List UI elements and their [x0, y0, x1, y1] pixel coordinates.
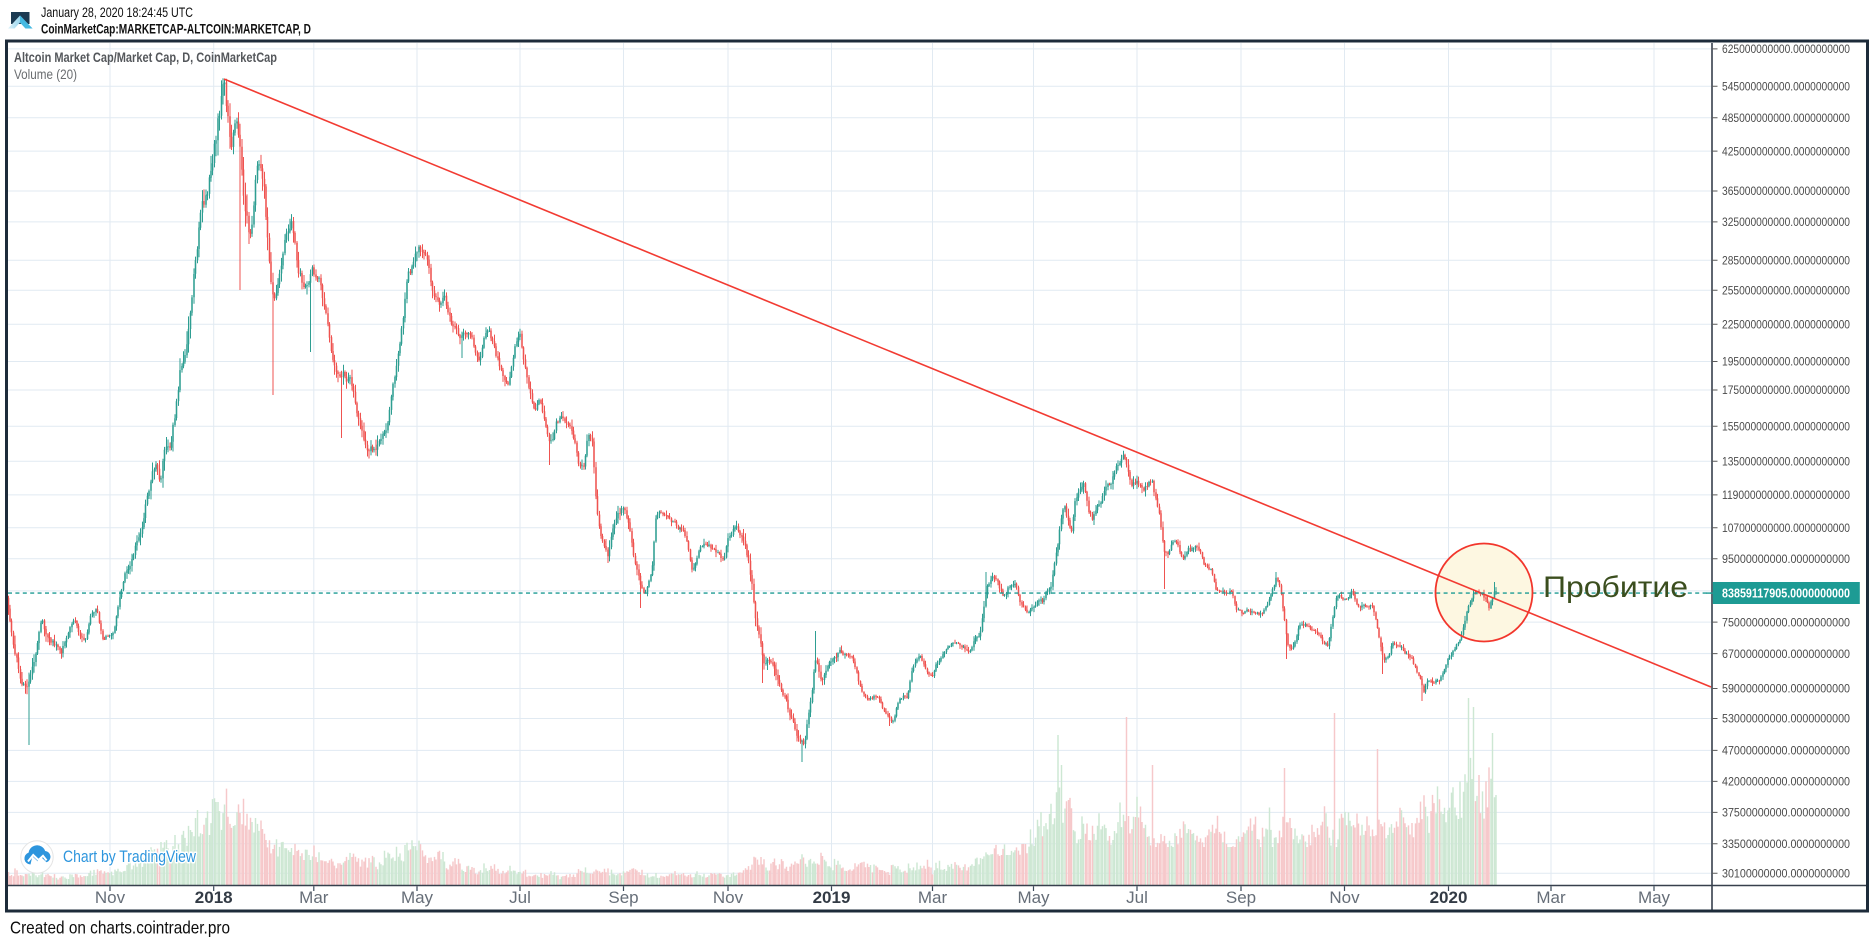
svg-text:2018: 2018	[195, 888, 233, 907]
svg-text:May: May	[1017, 888, 1050, 907]
svg-text:365000000000.0000000000: 365000000000.0000000000	[1722, 184, 1850, 198]
svg-text:Mar: Mar	[299, 888, 329, 907]
svg-text:2020: 2020	[1430, 888, 1468, 907]
svg-text:May: May	[401, 888, 434, 907]
svg-text:175000000000.0000000000: 175000000000.0000000000	[1722, 383, 1850, 397]
svg-text:53000000000.0000000000: 53000000000.0000000000	[1722, 712, 1850, 726]
svg-text:Created on charts.cointrader.p: Created on charts.cointrader.pro	[10, 918, 230, 938]
svg-text:37500000000.0000000000: 37500000000.0000000000	[1722, 806, 1850, 820]
svg-text:Altcoin Market Cap/Market Cap,: Altcoin Market Cap/Market Cap, D, CoinMa…	[14, 49, 277, 65]
svg-text:135000000000.0000000000: 135000000000.0000000000	[1722, 454, 1850, 468]
svg-text:545000000000.0000000000: 545000000000.0000000000	[1722, 80, 1850, 94]
svg-text:42000000000.0000000000: 42000000000.0000000000	[1722, 775, 1850, 789]
svg-text:33500000000.0000000000: 33500000000.0000000000	[1722, 837, 1850, 851]
svg-text:195000000000.0000000000: 195000000000.0000000000	[1722, 355, 1850, 369]
svg-text:67000000000.0000000000: 67000000000.0000000000	[1722, 647, 1850, 661]
svg-text:2019: 2019	[813, 888, 851, 907]
svg-text:Chart by TradingView: Chart by TradingView	[63, 848, 196, 866]
svg-text:Mar: Mar	[1536, 888, 1566, 907]
svg-text:Sep: Sep	[1226, 888, 1256, 907]
svg-text:May: May	[1638, 888, 1671, 907]
svg-text:285000000000.0000000000: 285000000000.0000000000	[1722, 254, 1850, 268]
svg-text:Nov: Nov	[1329, 888, 1360, 907]
svg-text:325000000000.0000000000: 325000000000.0000000000	[1722, 215, 1850, 229]
svg-text:Пробитие: Пробитие	[1543, 571, 1688, 604]
svg-text:Jul: Jul	[509, 888, 531, 907]
svg-text:83859117905.0000000000: 83859117905.0000000000	[1722, 587, 1850, 601]
svg-text:225000000000.0000000000: 225000000000.0000000000	[1722, 317, 1850, 331]
svg-text:Nov: Nov	[95, 888, 126, 907]
svg-text:Mar: Mar	[918, 888, 948, 907]
svg-text:107000000000.0000000000: 107000000000.0000000000	[1722, 521, 1850, 535]
svg-text:Jul: Jul	[1126, 888, 1148, 907]
svg-text:625000000000.0000000000: 625000000000.0000000000	[1722, 42, 1850, 56]
svg-text:59000000000.0000000000: 59000000000.0000000000	[1722, 682, 1850, 696]
svg-text:Volume (20): Volume (20)	[14, 66, 77, 82]
svg-text:47000000000.0000000000: 47000000000.0000000000	[1722, 744, 1850, 758]
svg-text:January 28, 2020 18:24:45 UTC: January 28, 2020 18:24:45 UTC	[41, 5, 193, 20]
svg-text:119000000000.0000000000: 119000000000.0000000000	[1722, 488, 1850, 502]
svg-text:95000000000.0000000000: 95000000000.0000000000	[1722, 552, 1850, 566]
svg-text:75000000000.0000000000: 75000000000.0000000000	[1722, 615, 1850, 629]
svg-text:255000000000.0000000000: 255000000000.0000000000	[1722, 283, 1850, 297]
svg-text:CoinMarketCap:MARKETCAP-ALTCOI: CoinMarketCap:MARKETCAP-ALTCOIN:MARKETCA…	[41, 21, 311, 36]
svg-text:Nov: Nov	[713, 888, 744, 907]
svg-text:155000000000.0000000000: 155000000000.0000000000	[1722, 420, 1850, 434]
svg-text:425000000000.0000000000: 425000000000.0000000000	[1722, 144, 1850, 158]
svg-text:485000000000.0000000000: 485000000000.0000000000	[1722, 111, 1850, 125]
svg-text:Sep: Sep	[608, 888, 638, 907]
svg-text:30100000000.0000000000: 30100000000.0000000000	[1722, 867, 1850, 881]
